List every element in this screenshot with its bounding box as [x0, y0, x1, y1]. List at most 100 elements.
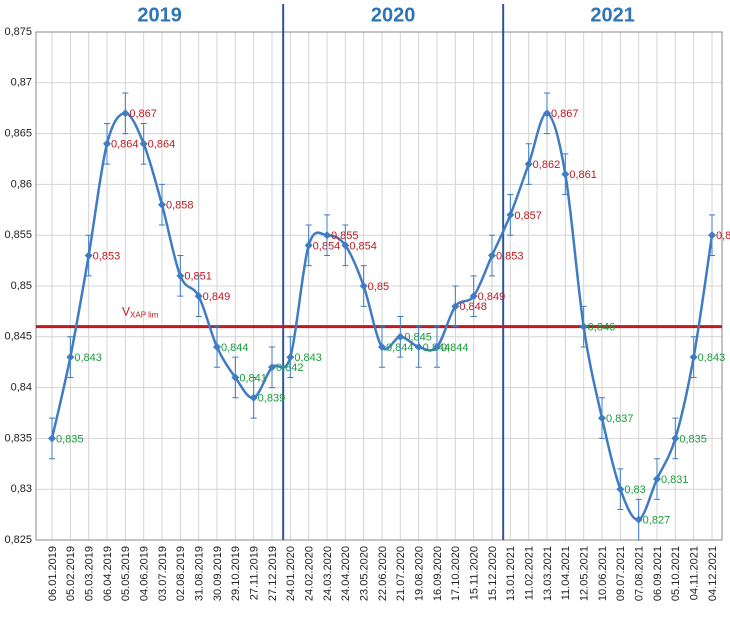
x-tick-label: 24.04.2020 [340, 546, 352, 601]
y-tick-label: 0,86 [11, 178, 32, 190]
y-tick-label: 0,845 [4, 331, 32, 343]
data-label: 0,839 [258, 393, 286, 405]
reference-label: VXAP lim [122, 305, 159, 320]
x-tick-label: 15.12.2020 [487, 546, 499, 601]
reference-subscript: XAP lim [130, 311, 159, 320]
point-marker [286, 353, 295, 362]
x-tick-label: 24.03.2020 [322, 546, 334, 601]
data-label: 0,861 [569, 169, 597, 181]
data-label: 0,85 [368, 281, 389, 293]
point-marker [103, 139, 111, 148]
point-marker [524, 160, 533, 169]
x-tick-label: 16.09.2020 [432, 546, 444, 601]
x-tick-label: 05.03.2019 [84, 546, 96, 601]
point-marker [323, 231, 331, 240]
x-tick-label: 03.07.2019 [157, 546, 169, 601]
y-tick-label: 0,84 [11, 382, 32, 394]
x-tick-label: 31.08.2019 [194, 546, 206, 601]
x-tick-label: 19.08.2020 [414, 546, 426, 601]
x-tick-label: 06.04.2019 [102, 546, 114, 601]
x-tick-label: 12.05.2021 [579, 546, 591, 601]
point-marker [268, 363, 276, 372]
data-label: 0,827 [643, 515, 671, 527]
year-label: 2020 [371, 4, 416, 26]
data-label: 0,831 [661, 474, 689, 486]
x-tick-label: 07.08.2021 [634, 546, 646, 601]
y-tick-label: 0,835 [4, 432, 32, 444]
point-marker [66, 353, 75, 362]
data-label: 0,846 [588, 322, 616, 334]
x-tick-label: 04.06.2019 [139, 546, 151, 601]
point-marker [231, 373, 240, 382]
x-tick-label: 23.05.2020 [359, 546, 371, 601]
data-label: 0,841 [239, 372, 267, 384]
point-marker [194, 292, 203, 301]
x-tick-label: 10.06.2021 [597, 546, 609, 601]
x-tick-label: 22.06.2020 [377, 546, 389, 601]
x-tick-label: 06.09.2021 [652, 546, 664, 601]
point-marker [359, 282, 368, 290]
point-marker [48, 434, 56, 443]
y-tick-label: 0,85 [11, 280, 32, 292]
data-label: 0,843 [74, 352, 102, 364]
y-tick-label: 0,87 [11, 77, 32, 89]
point-marker [121, 109, 130, 118]
x-tick-label: 05.02.2019 [65, 546, 77, 601]
data-label: 0,853 [496, 250, 524, 262]
point-marker [451, 302, 460, 311]
y-tick-label: 0,83 [11, 483, 32, 495]
data-label: 0,864 [148, 139, 176, 151]
data-label: 0,842 [276, 362, 304, 374]
point-marker [158, 200, 166, 209]
x-tick-label: 13.01.2021 [505, 546, 517, 601]
y-tick-label: 0,855 [4, 229, 32, 241]
point-marker [634, 515, 643, 524]
data-label: 0,843 [294, 352, 322, 364]
data-label: 0,862 [533, 159, 561, 171]
reference-text: V [122, 305, 130, 319]
data-label: 0,849 [478, 291, 506, 303]
point-marker [469, 292, 478, 301]
point-marker [616, 485, 625, 494]
point-marker [433, 342, 441, 351]
point-marker [84, 251, 93, 260]
point-marker [689, 353, 698, 362]
data-label: 0,837 [606, 413, 634, 425]
x-tick-label: 06.01.2019 [47, 546, 59, 601]
x-tick-label: 24.02.2020 [304, 546, 316, 601]
data-label: 0,864 [111, 139, 139, 151]
point-marker [579, 322, 588, 331]
point-marker [176, 271, 185, 280]
x-tick-label: 05.10.2021 [670, 546, 682, 601]
point-marker [396, 332, 405, 341]
point-marker [249, 393, 258, 402]
point-marker [414, 342, 423, 351]
data-label: 0,848 [459, 301, 487, 313]
data-label: 0,857 [514, 210, 542, 222]
data-label: 0,858 [166, 200, 194, 212]
x-tick-label: 15.11.2020 [469, 546, 481, 600]
data-label: 0,843 [698, 352, 726, 364]
data-label: 0,83 [624, 484, 645, 496]
data-label: 0,849 [203, 291, 231, 303]
x-tick-label: 04.12.2021 [707, 546, 719, 601]
point-marker [139, 139, 148, 148]
y-tick-label: 0,875 [4, 26, 32, 38]
x-tick-label: 11.02.2021 [524, 546, 536, 600]
x-tick-label: 17.10.2020 [450, 546, 462, 601]
data-label: 0,853 [93, 250, 121, 262]
x-tick-label: 30.09.2019 [212, 546, 224, 601]
data-label: 0,867 [551, 108, 579, 120]
data-label: 0,844 [221, 342, 249, 354]
point-marker [671, 434, 680, 443]
y-tick-label: 0,865 [4, 128, 32, 140]
data-label: 0,854 [349, 240, 377, 252]
data-label: 0,844 [386, 342, 414, 354]
point-marker [213, 342, 221, 351]
x-tick-label: 02.08.2019 [175, 546, 187, 601]
x-tick-label: 13.03.2021 [542, 546, 554, 601]
point-marker [561, 170, 570, 179]
point-marker [506, 210, 515, 219]
point-marker [708, 231, 716, 240]
